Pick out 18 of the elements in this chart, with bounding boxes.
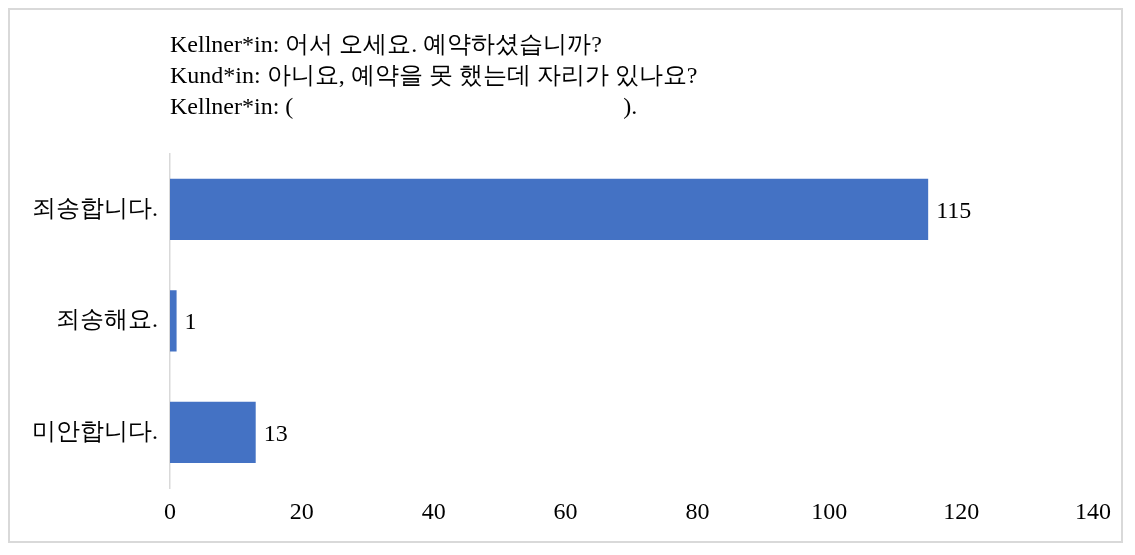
x-tick-label: 100 [811,497,848,524]
x-tick-label: 60 [553,497,578,524]
data-label: 1 [184,308,197,335]
x-tick-label: 140 [1075,497,1111,524]
x-tick-label: 80 [685,497,710,524]
y-tick-label: 미안합니다. [32,417,158,444]
y-tick-label: 죄송합니다. [32,194,158,221]
bar [170,290,177,352]
data-label: 115 [936,196,972,223]
bar [170,178,929,241]
x-tick-label: 20 [289,497,314,524]
data-label: 13 [263,419,288,446]
y-tick-label: 죄송해요. [56,306,158,333]
x-tick-label: 40 [421,497,446,524]
bar [170,401,256,464]
x-tick-label: 0 [164,497,176,524]
x-tick-label: 120 [943,497,980,524]
chart-title: Kellner*in: 어서 오세요. 예약하셨습니까? Kund*in: 아니요, 예약을 못 했는데 자리가 있나요? Kellner*in: ( ). [170,30,698,120]
